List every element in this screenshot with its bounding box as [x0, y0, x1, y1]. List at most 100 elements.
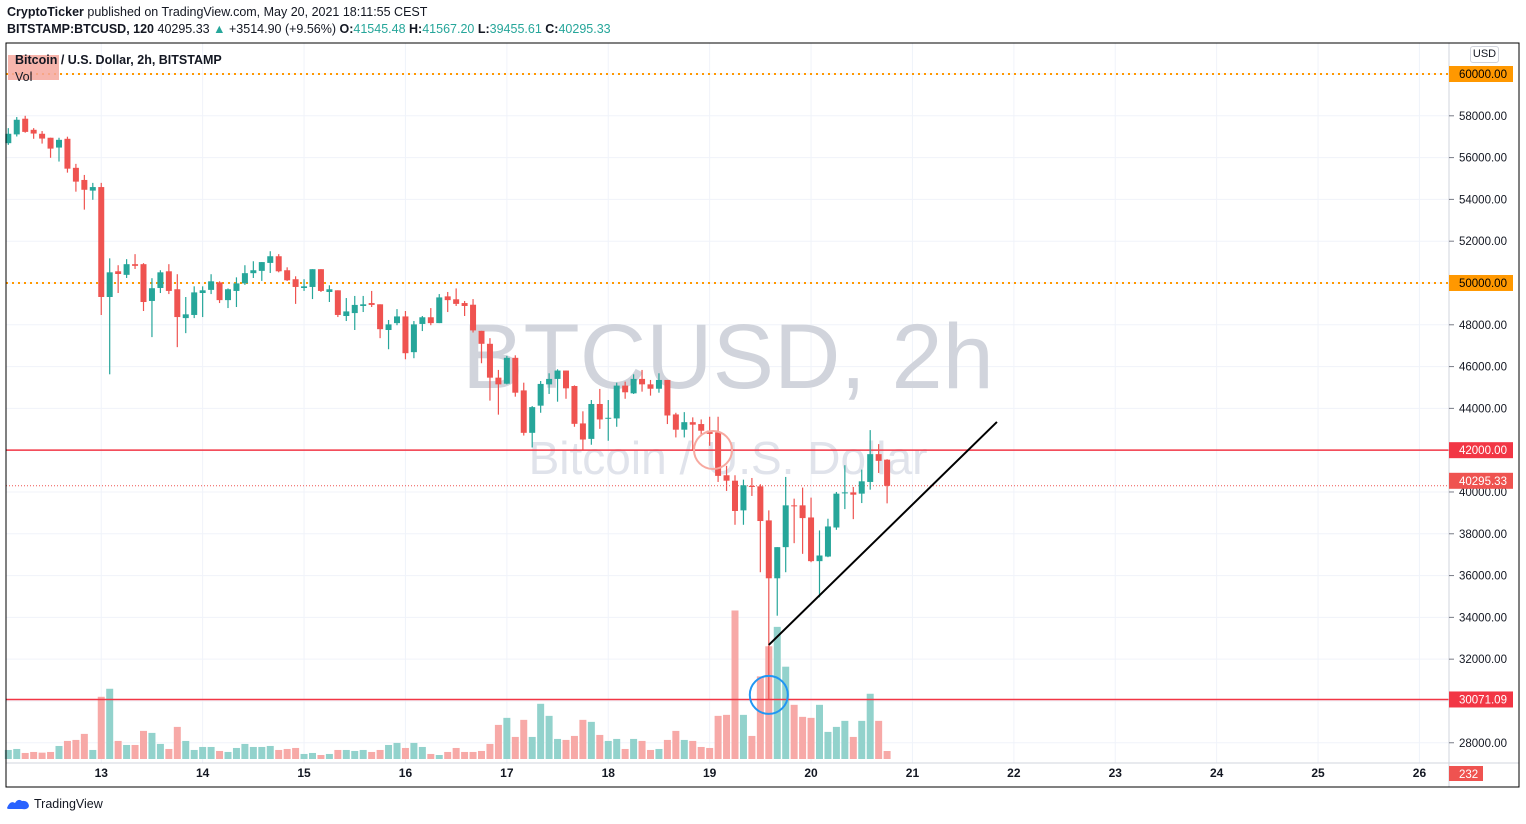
candle — [757, 484, 764, 573]
volume-bar — [765, 646, 773, 759]
candle-body — [292, 279, 299, 287]
volume-bar — [883, 751, 891, 759]
candle — [816, 530, 823, 598]
time-axis-label: 15 — [297, 766, 311, 780]
candle-body — [5, 133, 12, 144]
candle-body — [512, 357, 519, 393]
candle — [546, 373, 553, 394]
candle-body — [115, 271, 122, 274]
volume-legend[interactable]: Vol — [15, 70, 33, 84]
price-tick-label: 48000.00 — [1459, 320, 1507, 332]
price-tick-label: 44000.00 — [1459, 403, 1507, 415]
candle-body — [216, 282, 223, 301]
last-price-label: 40295.33 — [1459, 476, 1507, 488]
candle-body — [326, 289, 333, 292]
candle-body — [588, 403, 595, 439]
candle-body — [833, 493, 840, 528]
volume-bar — [334, 749, 342, 759]
time-axis-label: 17 — [500, 766, 514, 780]
candle — [292, 276, 299, 304]
volume-bar — [782, 666, 790, 759]
volume-bar — [790, 704, 798, 759]
volume-bar — [537, 703, 545, 759]
candle — [824, 518, 831, 558]
volume-bar — [72, 739, 80, 759]
candle — [326, 285, 333, 303]
level-price-label: 60000.00 — [1459, 69, 1507, 81]
time-axis-label: 19 — [703, 766, 717, 780]
volume-bar — [275, 749, 283, 759]
volume-bar — [579, 719, 587, 759]
volume-value-label: 232 — [1459, 769, 1478, 781]
candle — [537, 381, 544, 413]
candle-body — [875, 454, 882, 461]
candle — [301, 279, 308, 291]
tradingview-footer[interactable]: TradingView — [6, 797, 103, 811]
candle — [613, 382, 620, 427]
candle-body — [613, 385, 620, 419]
volume-bar — [114, 740, 122, 759]
candle-body — [275, 256, 282, 272]
candle — [402, 310, 409, 360]
candle — [672, 412, 679, 438]
volume-bar — [469, 751, 477, 759]
candle — [317, 269, 324, 292]
volume-bar — [325, 753, 333, 759]
candle-body — [858, 481, 865, 494]
price-tick-label: 32000.00 — [1459, 654, 1507, 666]
candle — [554, 369, 561, 402]
level-price-label-background — [1449, 691, 1513, 708]
candle-body — [622, 385, 629, 393]
price-axis-background — [1449, 43, 1519, 787]
author-name[interactable]: CryptoTicker — [7, 5, 84, 19]
candle-body — [689, 422, 696, 425]
candle-body — [98, 187, 105, 297]
volume-bar — [410, 742, 418, 759]
volume-bar — [875, 720, 883, 759]
candle — [157, 270, 164, 294]
candle-body — [39, 133, 46, 139]
candle — [106, 258, 113, 375]
candle-body — [748, 485, 755, 487]
candle-body — [258, 262, 265, 271]
price-change: +3514.90 (+9.56%) — [228, 22, 337, 36]
candle — [748, 477, 755, 496]
volume-bar — [351, 750, 359, 759]
price-tick-label: 40000.00 — [1459, 487, 1507, 499]
publish-info: CryptoTicker published on TradingView.co… — [7, 5, 427, 19]
volume-bar — [714, 715, 722, 759]
candle — [571, 385, 578, 427]
candle-body — [233, 283, 240, 291]
candle-body — [478, 330, 485, 344]
volume-bar — [30, 751, 38, 759]
volume-bar — [376, 749, 384, 759]
candle — [174, 274, 181, 348]
level-price-label: 50000.00 — [1459, 278, 1507, 290]
open-label: O: — [339, 22, 354, 36]
level-price-label: 30071.09 — [1459, 694, 1507, 706]
candle — [56, 137, 62, 162]
candle — [503, 355, 510, 385]
candle-body — [301, 286, 308, 289]
chart-legend-title[interactable]: Bitcoin / U.S. Dollar, 2h, BITSTAMP — [15, 53, 222, 67]
candle-body — [250, 270, 257, 274]
volume-bar — [672, 730, 680, 759]
candle — [478, 330, 485, 364]
candle — [47, 137, 54, 158]
legend-highlight — [8, 55, 59, 80]
candle-body — [148, 288, 155, 301]
currency-button[interactable]: USD — [1470, 46, 1499, 63]
volume-value-label-background — [1449, 766, 1483, 781]
candle — [858, 469, 865, 504]
candle — [765, 510, 772, 700]
candle-body — [368, 303, 375, 305]
volume-bar — [292, 747, 300, 759]
candle-body — [461, 303, 468, 306]
candle-body — [30, 129, 37, 134]
volume-bar — [562, 739, 570, 759]
candle-body — [436, 297, 443, 324]
time-axis-background — [6, 763, 1449, 787]
candle — [884, 459, 891, 504]
candle — [385, 319, 392, 350]
